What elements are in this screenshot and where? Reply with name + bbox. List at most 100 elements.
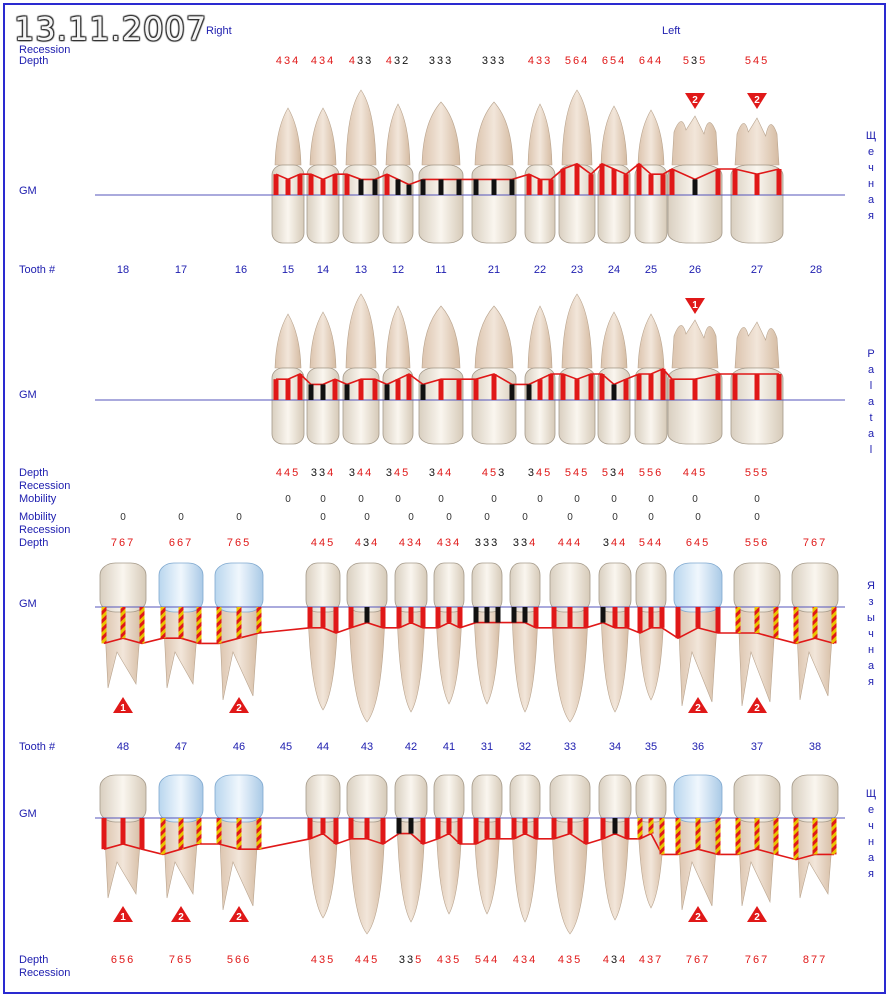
tooth	[558, 293, 596, 445]
chart-frame	[3, 3, 886, 994]
depth-digit: 5	[292, 467, 301, 479]
tooth-number: 33	[563, 741, 577, 753]
pocket-bar	[120, 607, 126, 639]
depth-digit: 4	[655, 537, 664, 549]
pocket-bar	[511, 818, 517, 839]
pocket-bar	[773, 818, 779, 855]
pocket-bar	[509, 179, 515, 195]
depth-digit: 7	[761, 954, 770, 966]
depth-digit: 3	[602, 537, 611, 549]
pocket-bar	[659, 818, 665, 855]
tooth-root	[734, 321, 780, 369]
depth-digit: 6	[655, 467, 664, 479]
side-label-letter: a	[867, 364, 875, 376]
depth-value: 765	[227, 537, 251, 549]
tooth-crown	[635, 774, 667, 823]
pocket-bar	[754, 374, 760, 400]
side-label-letter: ч	[868, 162, 874, 174]
pocket-bar	[660, 174, 666, 195]
depth-digit: 4	[619, 954, 628, 966]
depth-digit: 3	[393, 55, 403, 67]
pocket-bar	[273, 379, 279, 400]
pocket-bar	[495, 607, 501, 623]
tooth	[597, 105, 631, 244]
depth-value: 334	[513, 537, 537, 549]
mobility-value: 0	[491, 494, 497, 505]
side-label-letter: ы	[867, 612, 875, 624]
pocket-bar	[495, 818, 501, 839]
pocket-bar	[648, 174, 654, 195]
pocket-bar	[395, 179, 401, 195]
depth-digit: 4	[310, 537, 319, 549]
depth-digit: 4	[327, 467, 336, 479]
pocket-bar	[583, 818, 589, 844]
depth-digit: 3	[474, 537, 483, 549]
depth-digit: 5	[564, 55, 573, 67]
tooth-crown	[673, 774, 723, 823]
tooth	[549, 774, 591, 935]
mobility-value: 0	[285, 494, 291, 505]
tooth-number: 48	[116, 741, 130, 753]
depth-digit: 6	[752, 954, 762, 966]
tooth-root	[345, 293, 377, 369]
tooth-number: 18	[116, 264, 130, 276]
tooth-crown	[346, 774, 388, 823]
depth-digit: 4	[752, 55, 762, 67]
depth-digit: 3	[444, 537, 454, 549]
depth-digit: 3	[544, 55, 553, 67]
tooth-crown	[524, 367, 556, 445]
label-depth-upper-buccal: Depth	[19, 55, 49, 67]
pocket-bar	[307, 818, 313, 839]
depth-digit: 3	[527, 467, 536, 479]
depth-digit: 5	[699, 55, 708, 67]
depth-digit: 5	[744, 55, 753, 67]
label-gm-upper-palatal: GM	[19, 389, 37, 401]
pocket-bar	[600, 818, 606, 839]
depth-digit: 7	[168, 954, 177, 966]
depth-digit: 3	[428, 467, 437, 479]
tooth	[558, 89, 596, 244]
depth-digit: 4	[310, 55, 319, 67]
tooth-number: 43	[360, 741, 374, 753]
furcation-marker: 2	[747, 697, 767, 714]
side-label-letter: н	[867, 836, 875, 848]
depth-digit: 4	[581, 55, 590, 67]
tooth-crown	[305, 562, 341, 613]
pocket-bar	[473, 818, 479, 844]
depth-digit: 3	[520, 954, 530, 966]
furcation-grade: 1	[692, 300, 698, 311]
tooth-crown	[549, 774, 591, 823]
side-label-letter: я	[868, 210, 874, 222]
depth-digit: 4	[398, 537, 407, 549]
furcation-marker: 2	[685, 93, 705, 109]
tooth-crown	[158, 774, 204, 823]
pocket-bar	[320, 179, 326, 195]
tooth-number: 36	[691, 741, 705, 753]
pocket-bar	[812, 607, 818, 639]
furcation-triangle	[113, 906, 133, 922]
depth-digit: 4	[365, 467, 374, 479]
tooth	[433, 562, 465, 705]
pocket-bar	[773, 607, 779, 639]
furcation-grade: 2	[178, 912, 184, 923]
side-label-letter: а	[867, 852, 875, 864]
depth-digit: 6	[168, 537, 177, 549]
pocket-bar	[675, 818, 681, 855]
pocket-bar	[776, 374, 782, 400]
pocket-bar	[236, 607, 242, 639]
tooth	[471, 774, 503, 915]
pocket-bar	[583, 607, 589, 628]
tooth-crown	[635, 562, 667, 613]
pocket-bar	[491, 179, 497, 195]
label-mobility-upper: Mobility	[19, 493, 57, 505]
depth-value: 433	[349, 55, 373, 67]
tooth	[214, 774, 264, 911]
tooth-number: 41	[442, 741, 456, 753]
pocket-bar	[139, 818, 145, 850]
furcation-marker: 1	[113, 697, 133, 714]
tooth	[342, 89, 380, 244]
mobility-value: 0	[120, 512, 126, 523]
depth-digit: 3	[690, 55, 700, 67]
tooth-number: 17	[174, 264, 188, 276]
tooth	[346, 562, 388, 723]
